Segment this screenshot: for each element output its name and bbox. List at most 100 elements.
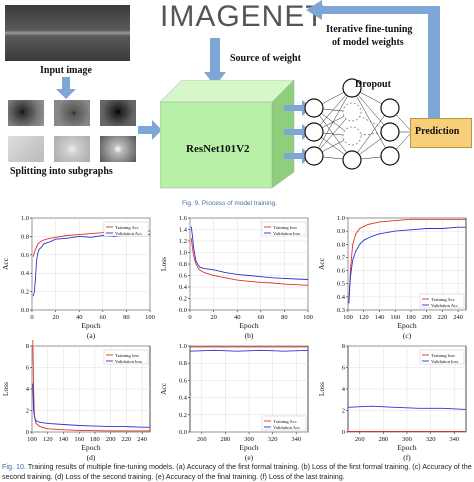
x-tick-label: 260 — [355, 436, 365, 443]
y-tick-label: 0.0 — [179, 307, 187, 314]
y-tick-label: 0 — [26, 429, 29, 436]
series-line-validation — [347, 405, 467, 410]
x-tick-label: 20 — [210, 314, 217, 321]
y-tick-label: 0.2 — [179, 296, 187, 303]
x-tick-label: 160 — [390, 314, 400, 321]
y-tick-label: 0.0 — [21, 307, 29, 314]
legend-label: Training Acc — [273, 419, 297, 424]
y-axis-label: Acc — [159, 382, 168, 395]
y-tick-label: 0.5 — [337, 281, 345, 288]
subgraph-tile — [54, 100, 90, 126]
fig10-charts: 0 20 40 60 80 100 0.0 0.2 0.4 0.6 0.8 1.0 Epoch Acc Tr… — [0, 212, 474, 462]
arrow-right-icon — [138, 120, 162, 140]
x-axis-label: Epoch — [397, 321, 416, 330]
chart-e: 260 280 300 320 340 0.0 0.2 0.4 0.6 0.8 1.0 Epoch Ac… — [159, 343, 309, 462]
legend-label: Training loss — [431, 353, 455, 358]
y-axis-label: Loss — [1, 382, 10, 396]
x-tick-label: 200 — [106, 436, 116, 443]
chart-f: 260 280 300 320 340 0 2 4 6 8 Epoch Loss Training lo… — [317, 343, 467, 462]
legend-box — [103, 349, 149, 365]
series-line-validation — [189, 349, 309, 352]
y-tick-label: 0 — [342, 429, 345, 436]
y-tick-label: 2 — [342, 408, 345, 415]
legend-box — [419, 293, 465, 309]
input-image — [5, 5, 130, 61]
chart-d: 100 120 140 160 180 200 220 240 0 2 4 6 8 Epoch Loss Tr… — [1, 340, 151, 462]
iterative-label-1: Iterative fine-tuning — [326, 24, 413, 35]
y-tick-label: 8 — [26, 343, 29, 350]
x-tick-label: 160 — [74, 436, 84, 443]
prediction-label: Prediction — [415, 126, 460, 137]
x-tick-label: 200 — [422, 314, 432, 321]
y-tick-label: 0.8 — [179, 360, 187, 367]
y-tick-label: 0.3 — [337, 307, 345, 314]
y-tick-label: 6 — [26, 365, 30, 372]
y-tick-label: 0.6 — [337, 268, 346, 275]
y-tick-label: 1.0 — [21, 215, 29, 222]
y-axis-label: Acc — [1, 257, 10, 270]
series-line-validation — [190, 226, 309, 280]
resnet-label: ResNet101V2 — [186, 143, 250, 155]
y-tick-label: 0.6 — [21, 252, 30, 259]
x-tick-label: 100 — [343, 314, 353, 321]
input-image-label: Input image — [40, 65, 92, 76]
y-tick-label: 1.0 — [179, 250, 187, 257]
legend-label: Training loss — [273, 225, 297, 230]
y-tick-label: 1.2 — [179, 238, 187, 245]
legend-label: Validation loss — [431, 359, 458, 364]
x-tick-label: 340 — [291, 436, 301, 443]
legend-label: Validation Acc — [273, 425, 300, 430]
subfigure-label: (f) — [403, 453, 411, 462]
y-tick-label: 4 — [342, 386, 346, 393]
imagenet-logo: IMAGENET — [160, 0, 325, 33]
chart-c: 100 120 140 160 180 200 220 240 0.3 0.4 0.5 0.6 0.7 0… — [317, 215, 467, 340]
y-tick-label: 0.2 — [179, 412, 187, 419]
x-tick-label: 20 — [52, 314, 59, 321]
y-tick-label: 8 — [342, 343, 345, 350]
x-tick-label: 80 — [281, 314, 288, 321]
y-tick-label: 0.2 — [21, 289, 29, 296]
iterative-label-2: of model weights — [332, 37, 404, 48]
feedback-arrow-icon — [306, 0, 440, 118]
x-tick-label: 180 — [406, 314, 416, 321]
dropout-label: Dropout — [355, 79, 391, 90]
y-tick-label: 0.8 — [179, 261, 187, 268]
subgraph-tile — [54, 136, 90, 162]
x-tick-label: 320 — [426, 436, 436, 443]
arrow-down-icon — [204, 38, 226, 86]
y-tick-label: 0.4 — [179, 284, 188, 291]
x-axis-label: Epoch — [239, 321, 258, 330]
x-tick-label: 140 — [375, 314, 385, 321]
fig10-caption: Fig. 10. Training results of multiple fi… — [2, 462, 472, 481]
x-tick-label: 280 — [379, 436, 389, 443]
y-tick-label: 0.4 — [21, 270, 30, 277]
fig9-caption: Fig. 9. Process of model training. — [182, 200, 278, 207]
fig10-caption-prefix: Fig. 10. — [2, 462, 26, 471]
y-axis-label: Loss — [159, 257, 168, 271]
x-tick-label: 280 — [221, 436, 231, 443]
y-axis-label: Loss — [317, 382, 326, 396]
legend-label: Training loss — [115, 353, 139, 358]
y-tick-label: 1.0 — [337, 215, 345, 222]
series-line-training — [190, 238, 309, 286]
subgraph-tile — [100, 100, 136, 126]
legend-label: Training Acc — [431, 297, 455, 302]
y-tick-label: 0.4 — [337, 294, 346, 301]
series-line-validation — [32, 383, 150, 428]
arrow-down-icon — [56, 77, 76, 99]
subgraph-tile — [100, 136, 136, 162]
x-tick-label: 60 — [100, 314, 107, 321]
subgraph-tile — [8, 100, 44, 126]
x-tick-label: 0 — [30, 314, 33, 321]
x-tick-label: 60 — [258, 314, 265, 321]
x-tick-label: 340 — [449, 436, 459, 443]
legend-box — [261, 221, 307, 237]
x-tick-label: 100 — [145, 314, 155, 321]
chart-b: 0 20 40 60 80 100 0.0 0.2 0.4 0.6 0.8 1.0 1.2 1.4 1.6 E… — [159, 215, 313, 340]
x-tick-label: 220 — [438, 314, 448, 321]
series-line-training — [348, 218, 466, 304]
x-tick-label: 240 — [137, 436, 147, 443]
subfigure-label: (c) — [403, 331, 412, 340]
legend-box — [261, 415, 307, 431]
x-tick-label: 80 — [123, 314, 130, 321]
